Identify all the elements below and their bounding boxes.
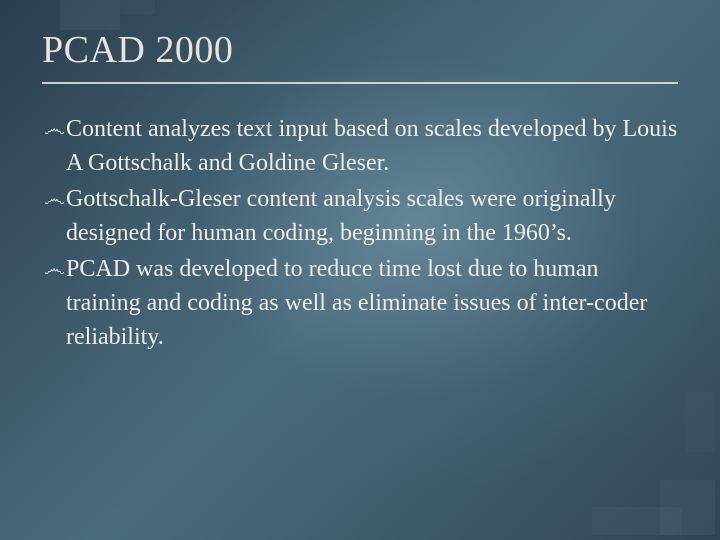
bullet-text: Gottschalk-Gleser content analysis scale… bbox=[66, 182, 678, 250]
bullet-icon: ෴ bbox=[44, 252, 66, 286]
slide-body: ෴ Content analyzes text input based on s… bbox=[42, 112, 678, 354]
bullet-item: ෴ Content analyzes text input based on s… bbox=[44, 112, 678, 180]
slide-title: PCAD 2000 bbox=[42, 28, 678, 84]
decor-rect bbox=[60, 0, 120, 30]
decor-rect bbox=[685, 392, 715, 452]
bullet-text: PCAD was developed to reduce time lost d… bbox=[66, 252, 678, 354]
decor-rect bbox=[120, 0, 155, 14]
bullet-icon: ෴ bbox=[44, 112, 66, 146]
slide: PCAD 2000 ෴ Content analyzes text input … bbox=[0, 0, 720, 540]
bullet-icon: ෴ bbox=[44, 182, 66, 216]
decor-rect bbox=[592, 507, 682, 535]
bullet-text: Content analyzes text input based on sca… bbox=[66, 112, 678, 180]
bullet-item: ෴ Gottschalk-Gleser content analysis sca… bbox=[44, 182, 678, 250]
bullet-item: ෴ PCAD was developed to reduce time lost… bbox=[44, 252, 678, 354]
